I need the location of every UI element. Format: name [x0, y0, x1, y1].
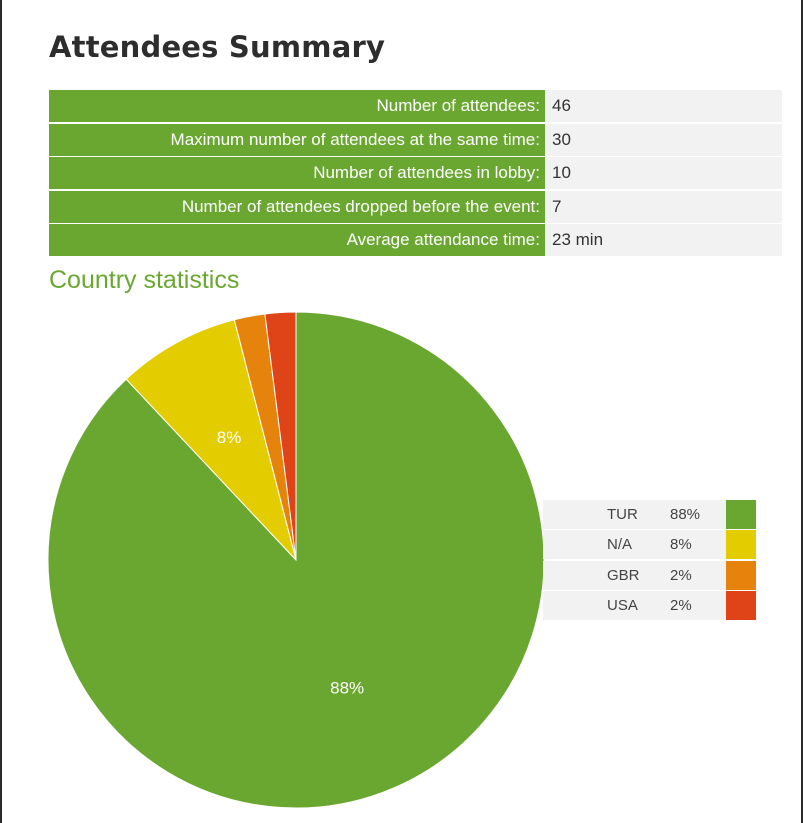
legend-percent: 8% [670, 536, 692, 554]
legend-label: TUR [607, 506, 638, 523]
summary-label: Number of attendees: [49, 90, 545, 122]
legend-percent: 2% [670, 596, 692, 614]
summary-value: 7 [545, 190, 782, 223]
legend-swatch [726, 590, 756, 620]
summary-value: 46 [545, 90, 782, 122]
legend-item-tur: TUR 88% [543, 500, 756, 529]
legend-item-na: N/A 8% [543, 530, 756, 560]
summary-row-lobby: Number of attendees in lobby: 10 [49, 157, 782, 189]
summary-row-attendees: Number of attendees: 46 [49, 90, 782, 122]
legend-percent: 2% [670, 566, 692, 584]
frame-right-border [801, 0, 803, 823]
summary-label: Maximum number of attendees at the same … [49, 123, 545, 156]
page-title: Attendees Summary [49, 30, 386, 64]
summary-value: 10 [545, 157, 782, 189]
pie-slice-usa [264, 311, 297, 561]
legend-label: GBR [607, 566, 640, 584]
pie-slice-label: 8% [217, 428, 242, 447]
summary-label: Number of attendees dropped before the e… [49, 190, 545, 223]
summary-row-dropped: Number of attendees dropped before the e… [49, 190, 782, 223]
legend-percent: 88% [670, 506, 701, 523]
summary-value: 23 min [545, 224, 782, 256]
legend-swatch [726, 560, 756, 590]
summary-row-average-time: Average attendance time: 23 min [49, 224, 782, 256]
summary-row-max-concurrent: Maximum number of attendees at the same … [49, 123, 782, 156]
pie-slice-na [125, 319, 297, 561]
legend-label: N/A [607, 536, 633, 554]
legend-swatch [726, 530, 756, 560]
country-statistics-title: Country statistics [49, 266, 240, 294]
legend-label: USA [607, 596, 638, 614]
pie-legend: TUR 88% N/A 8% GBR 2% USA 2% [543, 500, 756, 621]
summary-label: Number of attendees in lobby: [49, 157, 545, 189]
summary-value: 30 [545, 123, 782, 156]
legend-item-gbr: GBR 2% [543, 560, 756, 590]
legend-item-usa: USA 2% [543, 590, 756, 620]
summary-label: Average attendance time: [49, 224, 545, 256]
legend-swatch [726, 500, 756, 529]
frame-left-border [0, 0, 2, 823]
pie-slice-label: 88% [330, 679, 364, 698]
attendees-summary-table: Number of attendees: 46 Maximum number o… [49, 90, 782, 258]
